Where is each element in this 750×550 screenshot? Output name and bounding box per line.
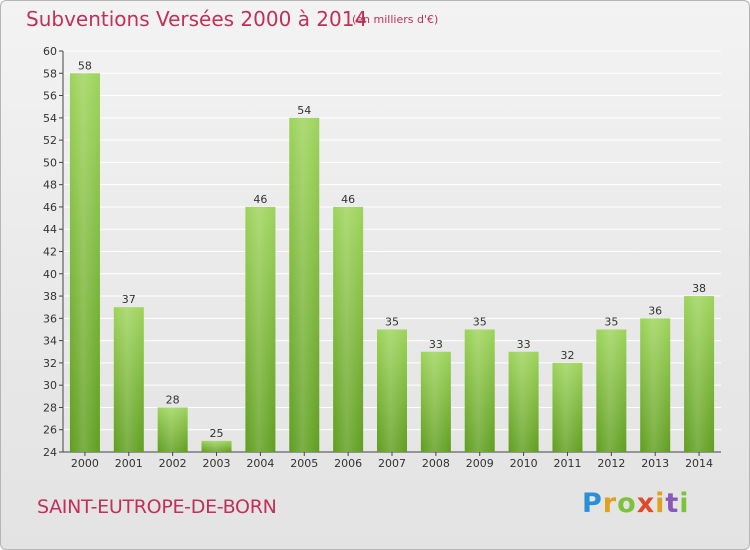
- x-tick-label: 2006: [334, 457, 362, 470]
- bar-value-label: 54: [297, 104, 311, 117]
- bar-highlight: [333, 206, 364, 452]
- x-tick-label: 2000: [71, 457, 99, 470]
- bar-value-label: 35: [385, 315, 399, 328]
- bar-value-label: 46: [253, 193, 267, 206]
- commune-name: SAINT-EUTROPE-DE-BORN: [37, 496, 277, 518]
- bar-value-label: 33: [517, 338, 531, 351]
- y-tick-label: 24: [43, 446, 57, 459]
- labels: 24 26 28 30 32 34 36 38 40 42 44 46 48 50 52 54 56 58 60 58…: [43, 45, 713, 470]
- x-tick-label: 2002: [159, 457, 187, 470]
- proxiti-logo: Proxiti: [582, 488, 690, 519]
- bars: [69, 73, 715, 453]
- bar-highlight: [508, 351, 539, 452]
- y-tick-label: 38: [43, 290, 57, 303]
- bar-highlight: [69, 73, 100, 453]
- bar-highlight: [113, 307, 144, 452]
- bar-value-label: 28: [166, 393, 180, 406]
- y-tick-label: 42: [43, 246, 57, 259]
- x-tick-label: 2007: [378, 457, 406, 470]
- x-tick-label: 2005: [290, 457, 318, 470]
- x-tick-label: 2011: [553, 457, 581, 470]
- y-tick-label: 46: [43, 201, 57, 214]
- bar-highlight: [245, 206, 276, 452]
- bar-value-label: 33: [429, 338, 443, 351]
- bar-value-label: 25: [210, 427, 224, 440]
- x-tick-label: 2001: [115, 457, 143, 470]
- bar-highlight: [157, 407, 188, 452]
- y-tick-label: 36: [43, 312, 57, 325]
- x-tick-label: 2008: [422, 457, 450, 470]
- y-tick-label: 26: [43, 424, 57, 437]
- bar-value-label: 35: [473, 315, 487, 328]
- bar-value-label: 36: [648, 304, 662, 317]
- y-tick-label: 40: [43, 268, 57, 281]
- y-tick-label: 44: [43, 223, 57, 236]
- bar-value-label: 32: [560, 349, 574, 362]
- y-tick-label: 50: [43, 156, 57, 169]
- bar-value-label: 38: [692, 282, 706, 295]
- y-tick-label: 28: [43, 401, 57, 414]
- x-tick-label: 2012: [597, 457, 625, 470]
- y-tick-label: 54: [43, 112, 57, 125]
- bar-highlight: [201, 440, 232, 452]
- x-tick-label: 2010: [510, 457, 538, 470]
- y-tick-label: 34: [43, 335, 57, 348]
- bar-value-label: 58: [78, 59, 92, 72]
- x-tick-label: 2009: [466, 457, 494, 470]
- y-tick-label: 30: [43, 379, 57, 392]
- y-tick-label: 60: [43, 45, 57, 58]
- chart-subtitle: (en milliers d'€): [352, 13, 439, 26]
- y-tick-label: 32: [43, 357, 57, 370]
- bar-highlight: [640, 318, 671, 452]
- bar-highlight: [377, 329, 407, 452]
- y-tick-label: 48: [43, 179, 57, 192]
- x-tick-label: 2013: [641, 457, 669, 470]
- y-tick-label: 52: [43, 134, 57, 147]
- bar-value-label: 35: [604, 315, 618, 328]
- y-tick-label: 58: [43, 67, 57, 80]
- bar-highlight: [289, 117, 320, 452]
- chart-title: Subventions Versées 2000 à 2014: [26, 7, 368, 31]
- bar-value-label: 37: [122, 293, 136, 306]
- x-tick-label: 2014: [685, 457, 713, 470]
- bar-highlight: [464, 329, 495, 452]
- x-tick-label: 2003: [203, 457, 231, 470]
- bar-highlight: [596, 329, 627, 452]
- bar-highlight: [552, 362, 583, 452]
- x-tick-label: 2004: [246, 457, 274, 470]
- bar-highlight: [420, 351, 451, 452]
- y-tick-label: 56: [43, 90, 57, 103]
- bar-highlight: [684, 296, 715, 452]
- bar-value-label: 46: [341, 193, 355, 206]
